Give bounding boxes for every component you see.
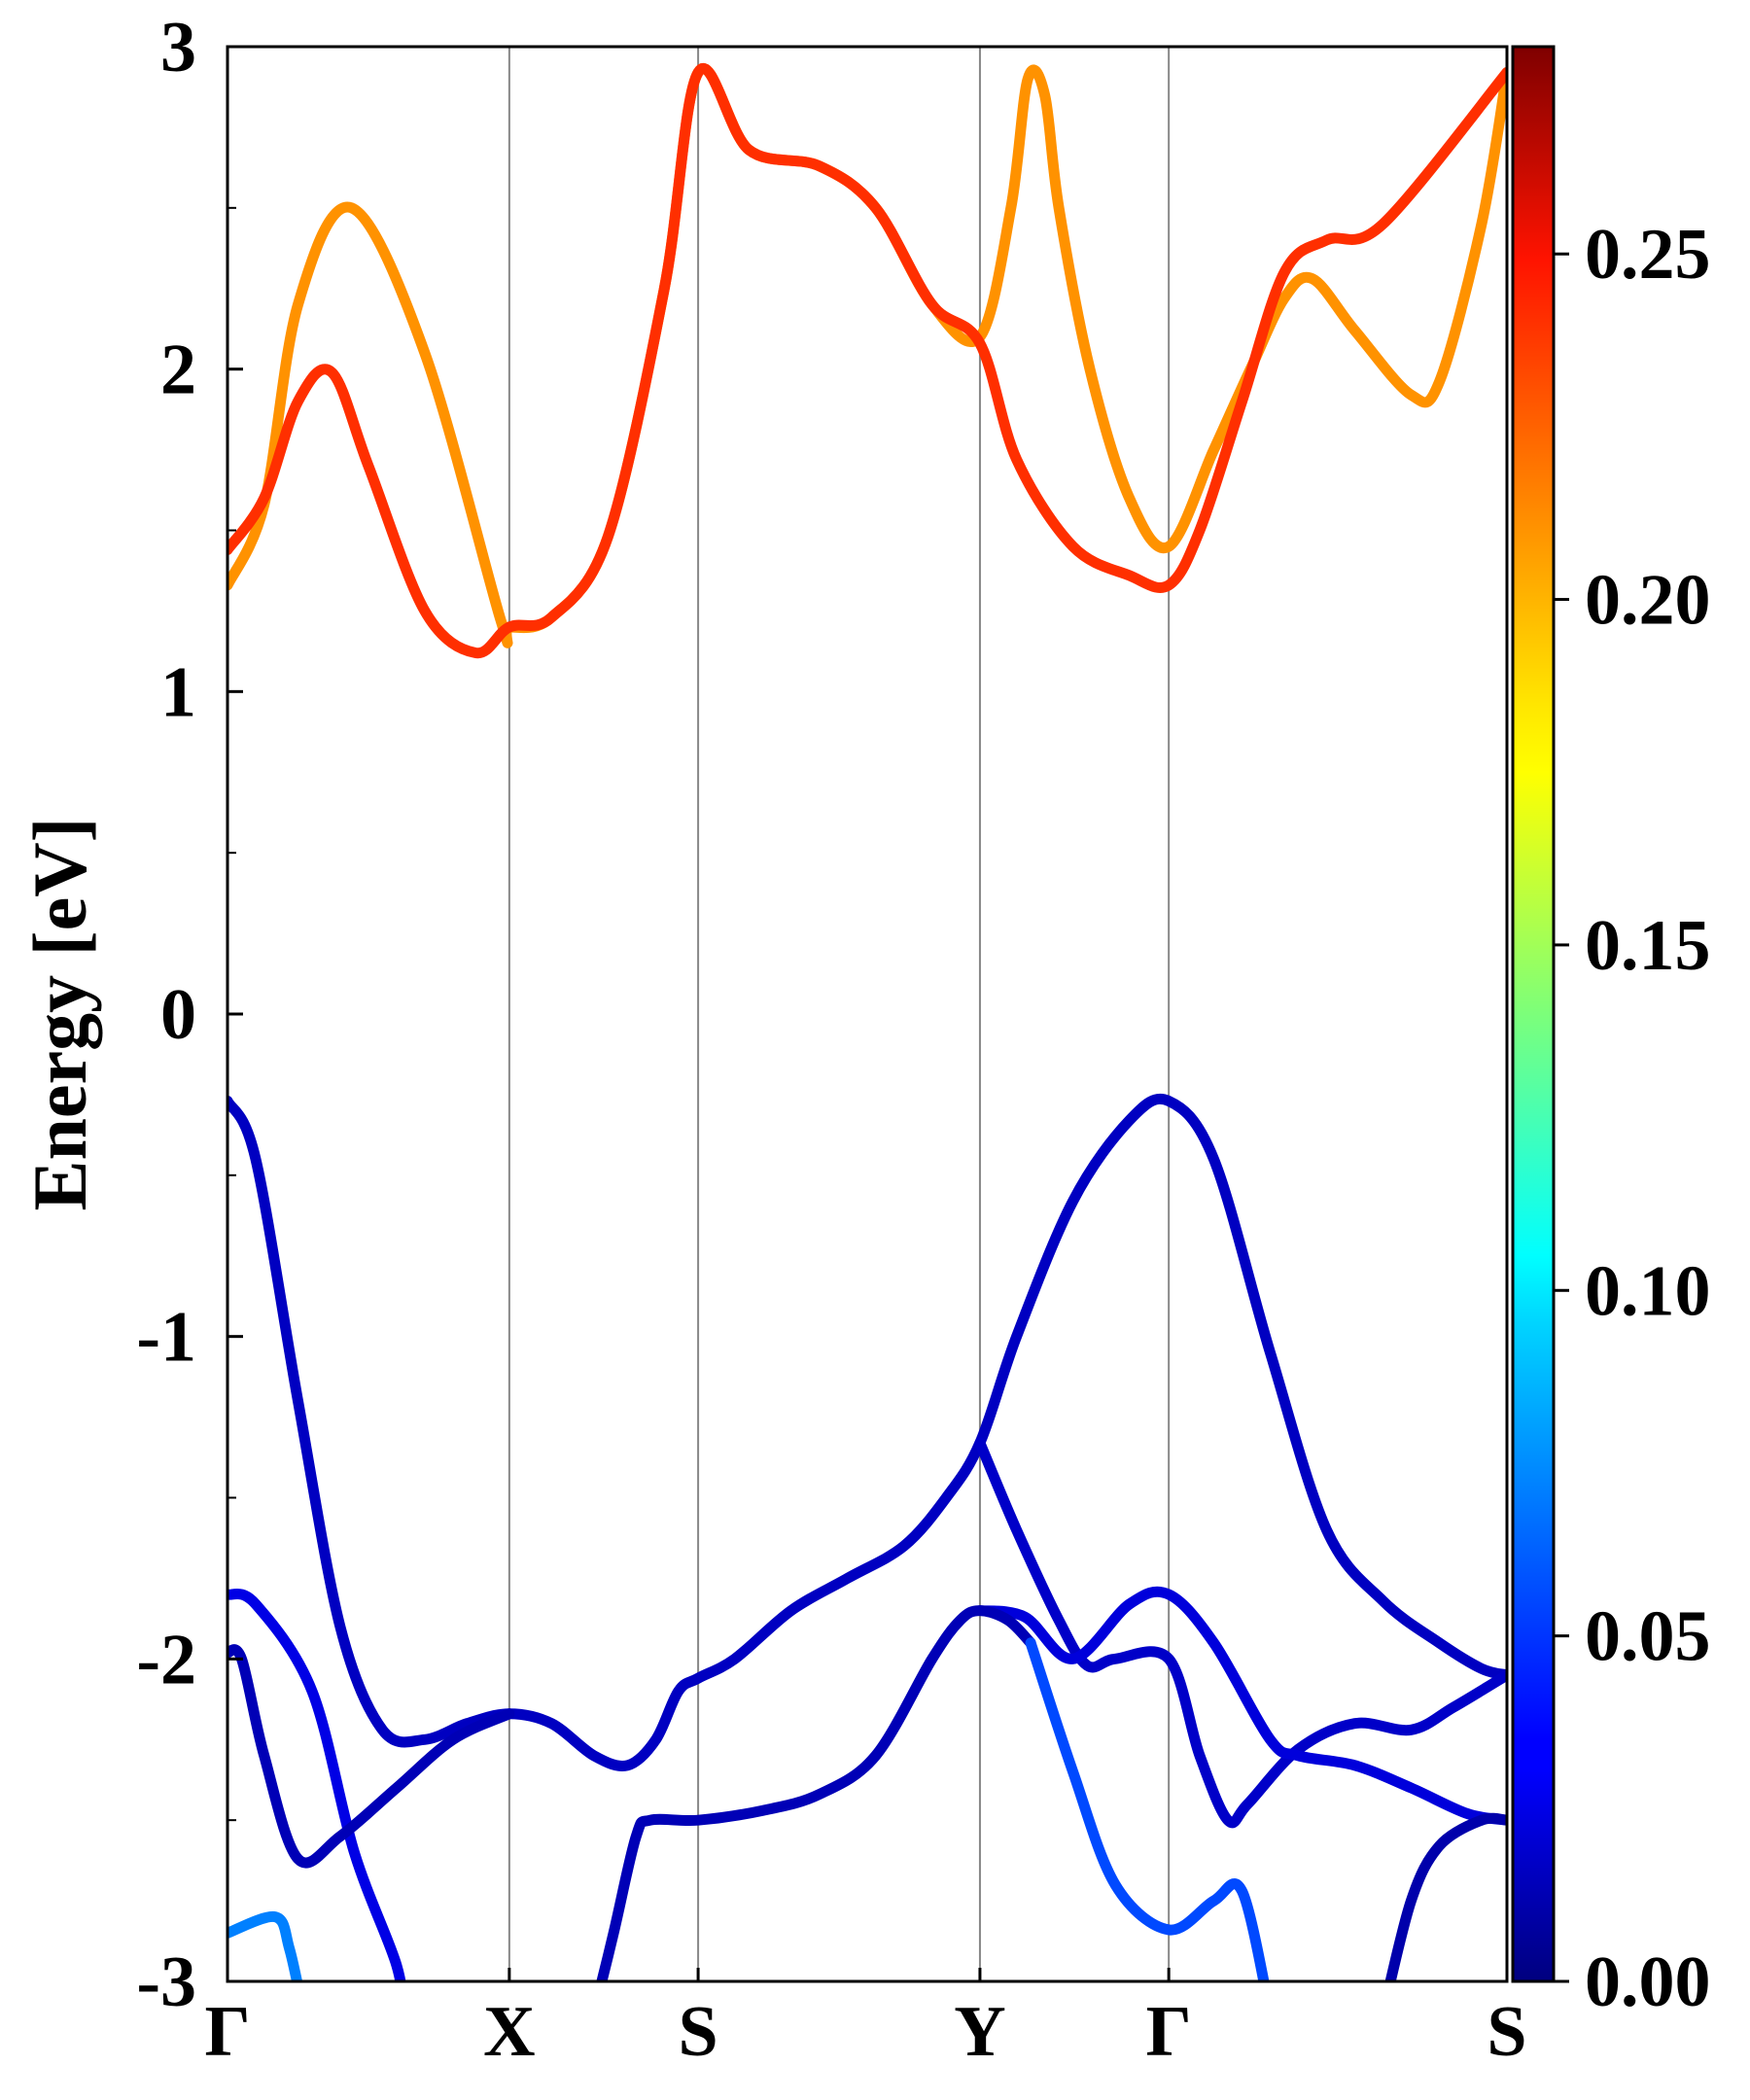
x-tick-label: Γ (204, 1992, 250, 2072)
band-curves (228, 63, 1507, 1981)
k-point-gridlines (508, 47, 1171, 1981)
x-tick-label: Y (954, 1992, 1005, 2072)
y-tick-label: 2 (160, 331, 196, 410)
colorbar-tick-label: 0.10 (1585, 1251, 1711, 1331)
band-VB6 (596, 1605, 1036, 1981)
band-VB5 (974, 1586, 1507, 1826)
band-CB2 (228, 63, 1507, 648)
y-tick-label: -3 (136, 1942, 196, 2022)
x-tick-label: S (1487, 1992, 1526, 2072)
colorbar-ticks: 0.00 0.05 0.10 0.15 0.20 0.25 (1554, 215, 1711, 2022)
y-tick-label: 0 (160, 975, 196, 1055)
band-VB3 (228, 1644, 515, 1869)
x-tick-label: Γ (1146, 1992, 1192, 2072)
band-VB2 (228, 1588, 406, 1981)
band-VB8 (1384, 1812, 1507, 1981)
band-CB1 (228, 63, 1507, 659)
y-axis: -3 -2 -1 0 1 2 3 (136, 8, 243, 2022)
colorbar (1511, 45, 1556, 1983)
colorbar-tick-label: 0.00 (1585, 1942, 1711, 2022)
y-tick-label: -2 (136, 1620, 196, 1699)
x-tick-label: S (679, 1992, 718, 2072)
band-VB9 (228, 1910, 303, 1981)
band-VB4 (974, 1437, 1507, 1829)
y-tick-label: -1 (136, 1298, 196, 1378)
colorbar-tick-label: 0.20 (1585, 561, 1711, 641)
band-VB7 (1025, 1637, 1270, 1981)
colorbar-tick-label: 0.25 (1585, 215, 1711, 295)
y-tick-label: 1 (160, 652, 196, 732)
colorbar-tick-label: 0.05 (1585, 1597, 1711, 1677)
colorbar-tick-label: 0.15 (1585, 906, 1711, 986)
band-VB1 (228, 1093, 1507, 1771)
x-tick-label: X (483, 1992, 535, 2072)
y-tick-label: 3 (160, 8, 196, 88)
y-axis-title: Energy [eV] (18, 817, 102, 1210)
